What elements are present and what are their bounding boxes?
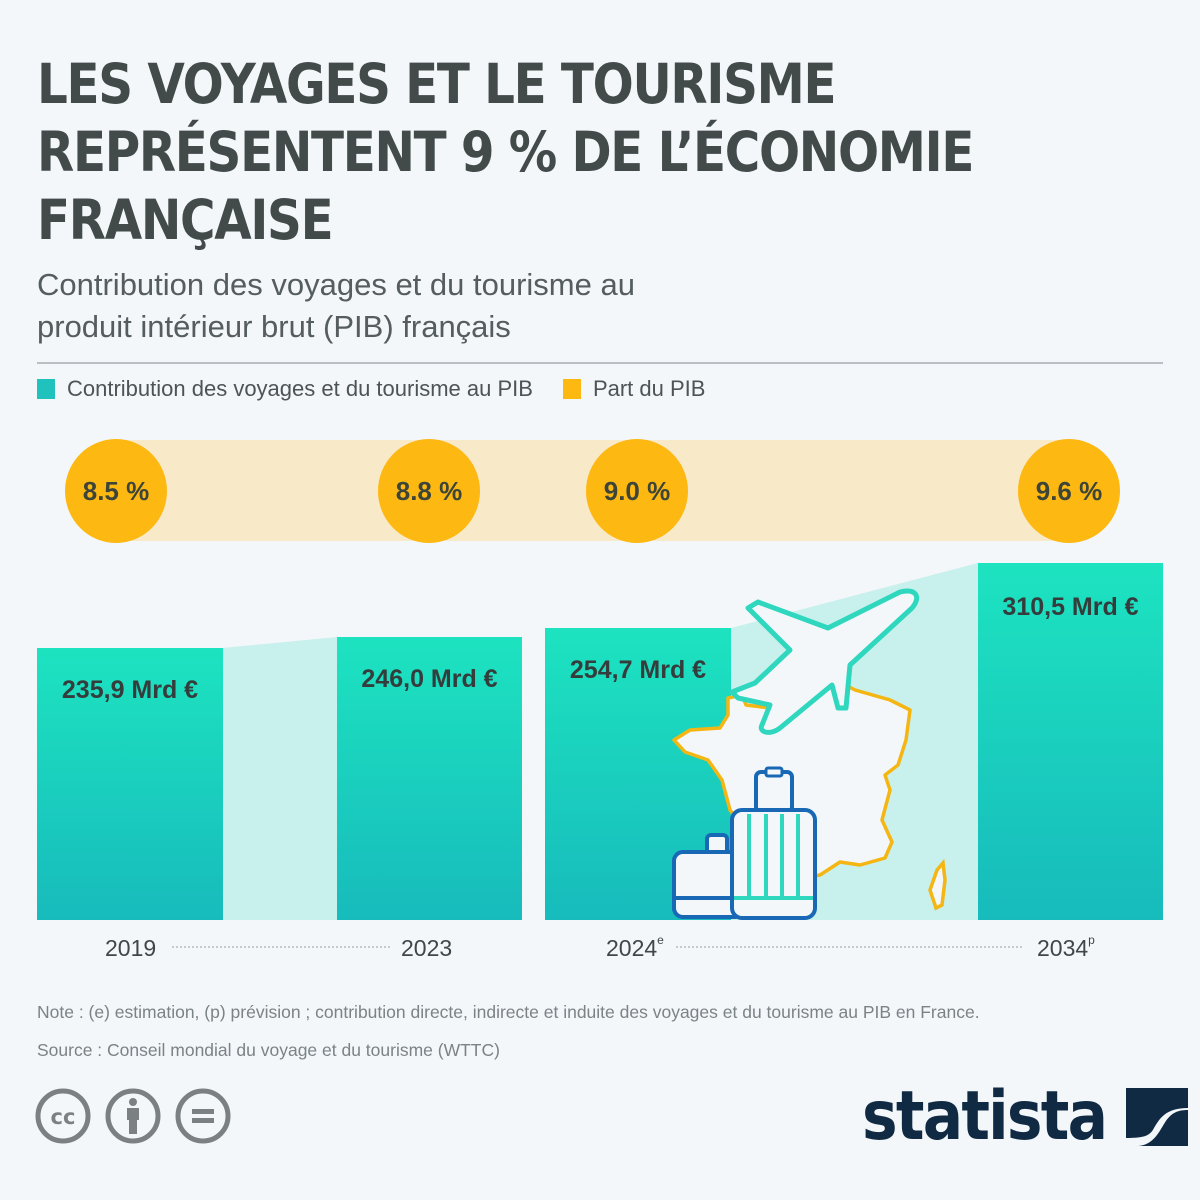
travel-illustration	[672, 588, 947, 920]
legend-swatch-teal	[37, 379, 55, 399]
legend: Contribution des voyages et du tourisme …	[37, 376, 735, 402]
legend-item-share: Part du PIB	[562, 376, 706, 402]
axis-dots	[172, 946, 390, 948]
bar-value: 246,0 Mrd €	[361, 665, 498, 693]
year-superscript: p	[1088, 933, 1095, 947]
legend-swatch-yellow	[562, 379, 581, 399]
legend-item-contribution: Contribution des voyages et du tourisme …	[37, 376, 533, 402]
year-text: 2019	[105, 935, 157, 961]
bar-value: 235,9 Mrd €	[61, 676, 199, 704]
share-bubble-2019: 8.5 %	[65, 439, 167, 543]
title-line-1: LES VOYAGES ET LE TOURISME	[37, 52, 837, 116]
bar-value: 254,7 Mrd €	[569, 656, 707, 684]
chart-subtitle: Contribution des voyages et du tourisme …	[37, 264, 797, 348]
logo-wordmark: statista	[862, 1077, 1108, 1156]
airplane-icon	[729, 588, 920, 735]
no-derivatives-icon[interactable]	[175, 1088, 231, 1144]
bar-2034: 310,5 Mrd €	[978, 563, 1163, 920]
statista-logo-icon	[1125, 1088, 1188, 1146]
x-label-2034p: 2034p	[1037, 933, 1095, 962]
share-bubble-2024: 9.0 %	[586, 439, 688, 543]
legend-label: Contribution des voyages et du tourisme …	[67, 376, 533, 401]
year-text: 2023	[401, 935, 453, 961]
footnote: Note : (e) estimation, (p) prévision ; c…	[37, 1002, 980, 1022]
bar-2019: 235,9 Mrd €	[37, 648, 223, 920]
year-superscript: e	[657, 933, 664, 947]
statista-logo[interactable]: statista	[862, 1083, 1188, 1151]
x-label-2019: 2019	[105, 935, 156, 962]
share-value: 8.8 %	[395, 475, 463, 506]
subtitle-line-2: produit intérieur brut (PIB) français	[37, 309, 511, 344]
bar-2023: 246,0 Mrd €	[337, 637, 522, 920]
share-value: 9.0 %	[603, 475, 671, 506]
axis-dots	[676, 946, 1022, 948]
title-line-3: FRANÇAISE	[37, 188, 334, 252]
chart-title: LES VOYAGES ET LE TOURISME REPRÉSENTENT …	[37, 50, 1031, 254]
title-line-2: REPRÉSENTENT 9 % DE L’ÉCONOMIE	[37, 120, 974, 184]
divider	[37, 362, 1163, 364]
share-value: 8.5 %	[82, 475, 150, 506]
share-bubble-2034: 9.6 %	[1018, 439, 1120, 543]
license-icons: cc	[35, 1088, 231, 1144]
x-label-2023: 2023	[401, 935, 452, 962]
x-label-2024e: 2024e	[606, 933, 664, 962]
cc-icon[interactable]: cc	[35, 1088, 91, 1144]
svg-text:cc: cc	[51, 1105, 76, 1129]
year-text: 2024	[606, 935, 658, 961]
legend-label: Part du PIB	[592, 376, 706, 401]
source-link[interactable]: Source : Conseil mondial du voyage et du…	[37, 1040, 500, 1060]
share-bubble-2023: 8.8 %	[378, 439, 480, 543]
suitcase-large-icon	[730, 766, 817, 920]
share-value: 9.6 %	[1035, 475, 1103, 506]
attribution-icon[interactable]	[105, 1088, 161, 1144]
bar-value: 310,5 Mrd €	[1002, 593, 1139, 621]
year-text: 2034	[1037, 935, 1089, 961]
subtitle-line-1: Contribution des voyages et du tourisme …	[37, 267, 635, 302]
